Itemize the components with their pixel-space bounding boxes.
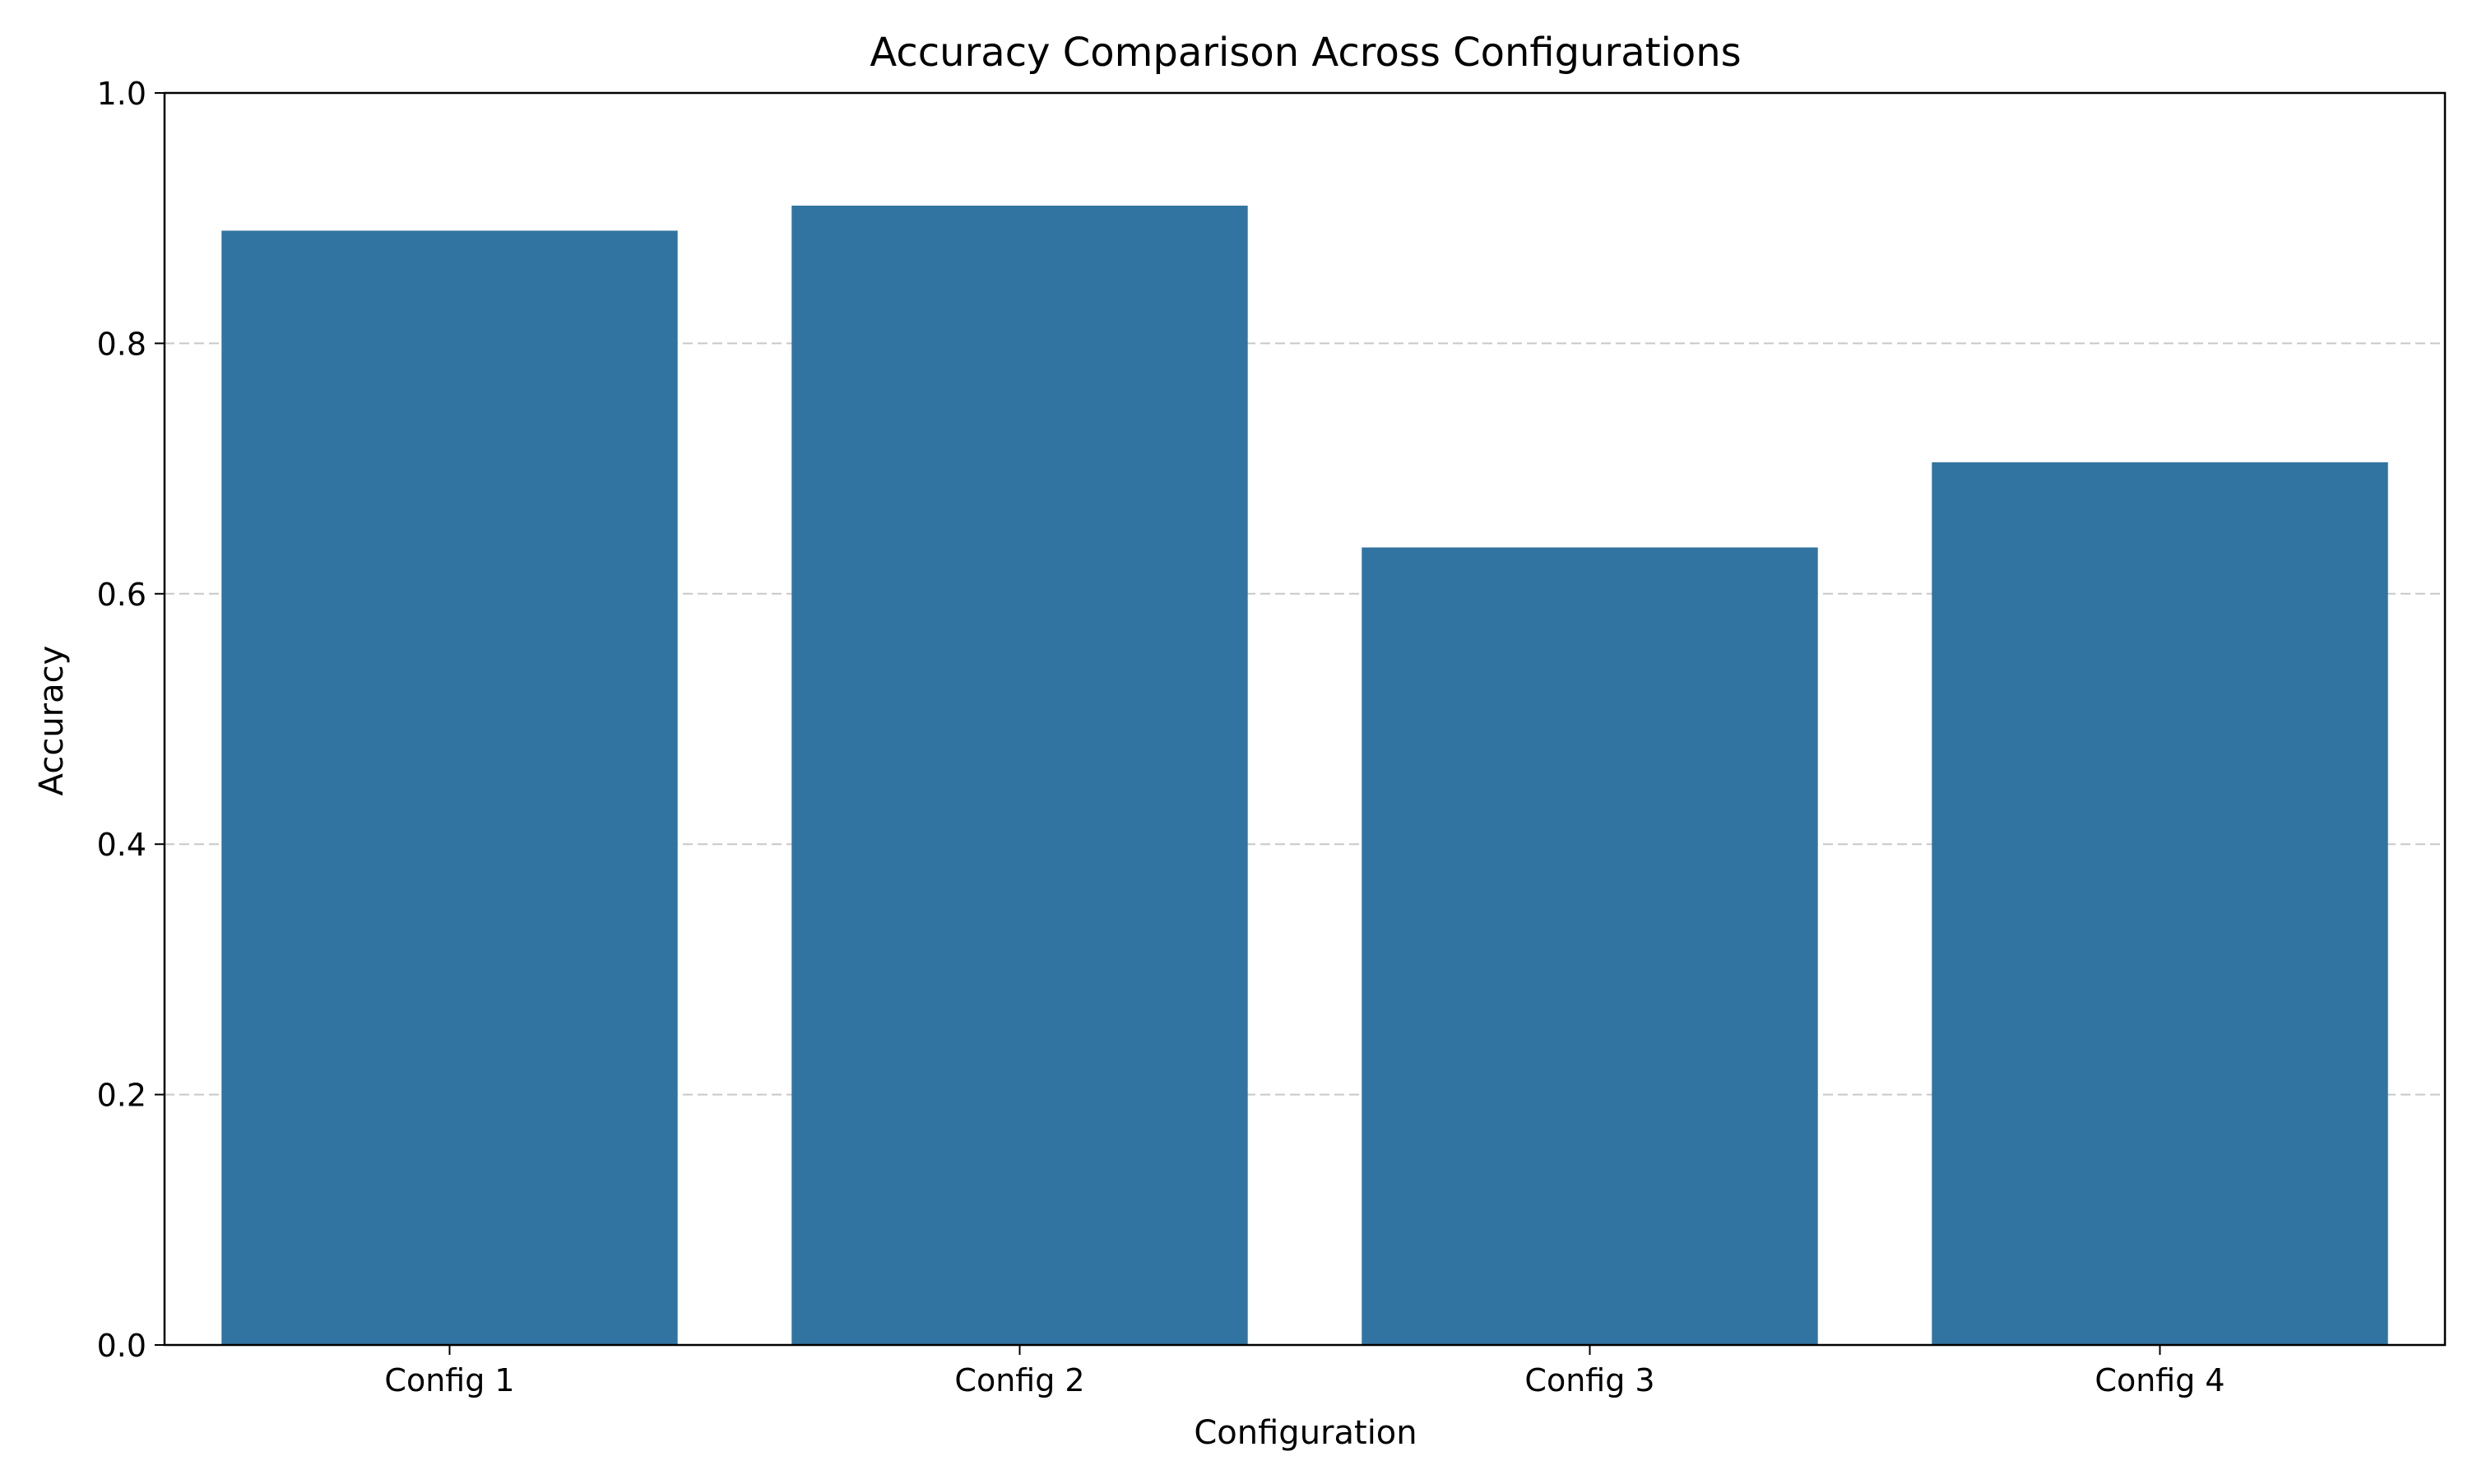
x-tick-label: Config 4: [2095, 1362, 2224, 1398]
axes: [155, 91, 2447, 1355]
bar-config-2: [791, 205, 1248, 1346]
x-tick-label: Config 2: [954, 1362, 1084, 1398]
bars: [221, 205, 2388, 1346]
y-tick-label: 0.6: [97, 577, 146, 613]
y-tick-label: 0.0: [97, 1328, 146, 1364]
y-tick-label: 1.0: [97, 76, 146, 112]
y-tick-label: 0.8: [97, 326, 146, 362]
tick-labels: 0.0 0.2 0.4 0.6 0.8 1.0 Config 1 Config 2 Config…: [97, 76, 2225, 1398]
x-axis-label: Configuration: [1194, 1414, 1417, 1452]
y-tick-label: 0.2: [97, 1078, 146, 1114]
bar-config-1: [221, 230, 678, 1345]
bar-config-4: [1932, 461, 2388, 1345]
bar-config-3: [1362, 547, 1818, 1345]
x-tick-label: Config 3: [1524, 1362, 1654, 1398]
y-tick-label: 0.4: [97, 827, 146, 863]
x-tick-label: Config 1: [384, 1362, 514, 1398]
chart-title: Accuracy Comparison Across Configuration…: [870, 30, 1741, 76]
y-axis-label: Accuracy: [33, 646, 71, 796]
plot-frame: [163, 91, 2447, 1347]
